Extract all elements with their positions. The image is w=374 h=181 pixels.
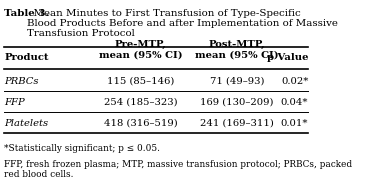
Text: PRBCs: PRBCs xyxy=(4,77,39,86)
Text: 169 (130–209): 169 (130–209) xyxy=(200,98,274,107)
Text: 0.04*: 0.04* xyxy=(281,98,308,107)
Text: Pre-MTP,
mean (95% CI): Pre-MTP, mean (95% CI) xyxy=(99,40,183,60)
Text: 0.02*: 0.02* xyxy=(281,77,308,86)
Text: 0.01*: 0.01* xyxy=(281,119,308,128)
Text: Table 3.: Table 3. xyxy=(4,9,50,18)
Text: *Statistically significant; p ≤ 0.05.: *Statistically significant; p ≤ 0.05. xyxy=(4,144,160,153)
Text: Product: Product xyxy=(4,53,49,62)
Text: Mean Minutes to First Transfusion of Type-Specific
Blood Products Before and aft: Mean Minutes to First Transfusion of Typ… xyxy=(27,9,338,38)
Text: 254 (185–323): 254 (185–323) xyxy=(104,98,178,107)
Text: 115 (85–146): 115 (85–146) xyxy=(107,77,175,86)
Text: FFP, fresh frozen plasma; MTP, massive transfusion protocol; PRBCs, packed
red b: FFP, fresh frozen plasma; MTP, massive t… xyxy=(4,160,353,179)
Text: 71 (49–93): 71 (49–93) xyxy=(210,77,264,86)
Text: Platelets: Platelets xyxy=(4,119,49,128)
Text: FFP: FFP xyxy=(4,98,25,107)
Text: 241 (169–311): 241 (169–311) xyxy=(200,119,274,128)
Text: p Value: p Value xyxy=(267,53,308,62)
Text: Post-MTP,
mean (95% CI): Post-MTP, mean (95% CI) xyxy=(195,40,279,60)
Text: 418 (316–519): 418 (316–519) xyxy=(104,119,178,128)
